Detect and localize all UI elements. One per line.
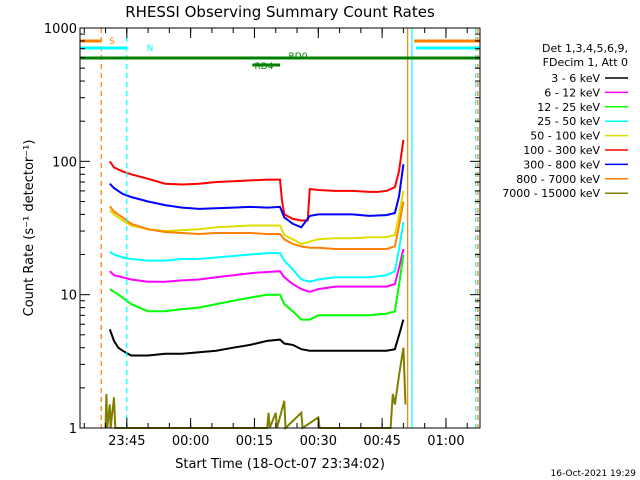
attenuator-bar-layer: S N RD0 RD4 — [80, 37, 480, 72]
y-tick-label: 1000 — [44, 22, 77, 37]
chart-title: RHESSI Observing Summary Count Rates — [125, 3, 435, 21]
state-bar-label-s: S — [109, 37, 115, 47]
series-line-6-12-kev — [109, 248, 405, 293]
x-tick-label: 01:00 — [427, 434, 464, 449]
legend-label-50-100-kev: 50 - 100 keV — [530, 130, 600, 143]
state-bar-label-rd4: RD4 — [255, 62, 274, 72]
y-tick-label: 100 — [52, 155, 77, 170]
y-axis-label: Count Rate (s⁻¹ detector⁻¹) — [22, 140, 37, 317]
legend-header-line1: Det 1,3,4,5,6,9, — [542, 42, 628, 55]
series-line-300-800-kev — [109, 164, 405, 229]
legend-label-3-6-kev: 3 - 6 keV — [551, 72, 600, 85]
series-line-7000-15000-kev — [104, 347, 407, 431]
x-tick-label: 00:45 — [363, 434, 400, 449]
series-line-50-100-kev — [109, 190, 405, 246]
legend-label-7000-15000-kev: 7000 - 15000 keV — [502, 187, 600, 200]
legend-header-line2: FDecim 1, Att 0 — [543, 56, 628, 69]
x-axis-label: Start Time (18-Oct-07 23:34:02) — [175, 457, 385, 472]
x-tick-label: 23:45 — [108, 434, 145, 449]
y-tick-label: 10 — [60, 289, 77, 304]
x-tick-label: 00:00 — [172, 434, 209, 449]
series-line-100-300-kev — [108, 139, 405, 222]
legend-label-800-7000-kev: 800 - 7000 keV — [516, 173, 600, 186]
series-layer — [104, 139, 407, 431]
x-tick-label: 00:15 — [236, 434, 273, 449]
legend-label-25-50-kev: 25 - 50 keV — [537, 115, 600, 128]
tick-layer: 1 10 100 1000 23:45 00:00 00:15 00:30 00:45 01:00 — [44, 22, 480, 449]
series-line-12-25-kev — [109, 254, 405, 321]
state-bar-label-rd0: RD0 — [289, 52, 308, 62]
y-tick-label: 1 — [69, 422, 77, 437]
legend-label-6-12-kev: 6 - 12 keV — [544, 86, 600, 99]
x-tick-label: 00:30 — [300, 434, 337, 449]
series-line-3-6-kev — [108, 319, 405, 357]
legend-label-300-800-kev: 300 - 800 keV — [523, 158, 600, 171]
marker-layer — [100, 28, 479, 428]
plot-timestamp: 16-Oct-2021 19:29 — [551, 469, 637, 479]
plot-frame — [79, 27, 481, 429]
series-line-25-50-kev — [109, 221, 405, 283]
state-bar-label-n: N — [147, 44, 154, 54]
series-line-800-7000-kev — [109, 201, 405, 250]
legend-label-12-25-kev: 12 - 25 keV — [537, 101, 600, 114]
legend-label-100-300-kev: 100 - 300 keV — [523, 144, 600, 157]
